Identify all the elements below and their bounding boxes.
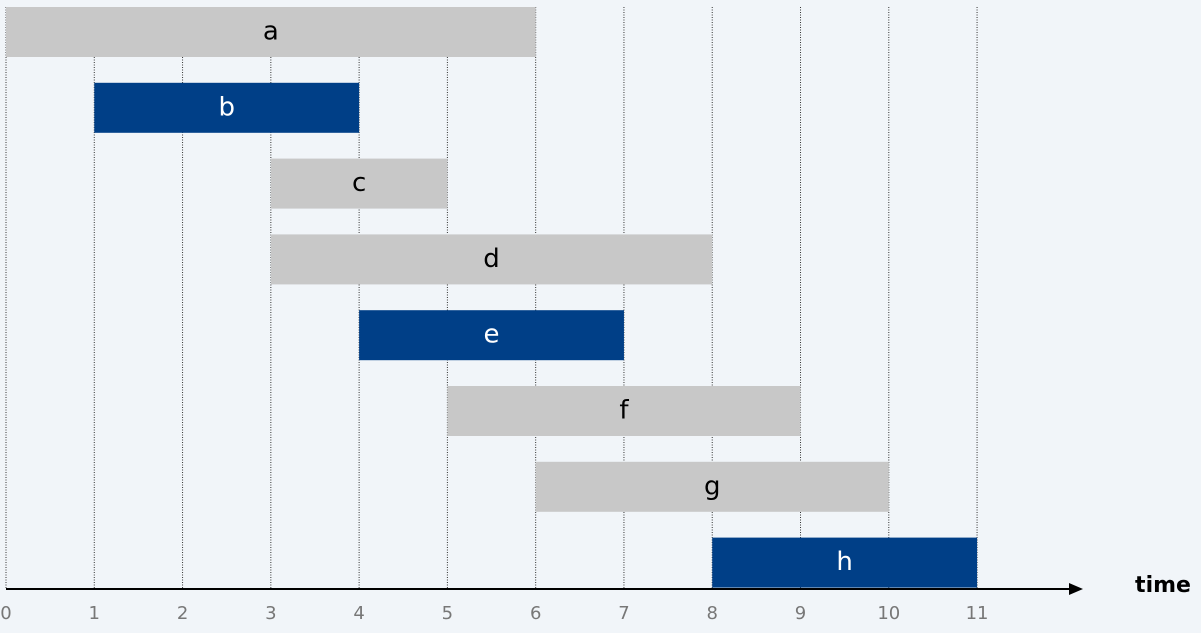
x-tick-label: 8 [707,603,718,624]
interval-label: e [484,320,500,350]
x-tick-label: 6 [530,603,541,624]
x-tick-label: 4 [353,603,364,624]
interval-label: a [263,17,279,47]
x-tick-label: 1 [89,603,100,624]
interval-label: b [218,92,235,122]
x-tick-label: 2 [177,603,188,624]
x-tick-label: 7 [618,603,629,624]
interval-label: g [704,471,721,501]
x-tick-label: 3 [265,603,276,624]
x-axis-label: time [1135,573,1191,598]
interval-bar [535,461,889,512]
x-axis-arrow [1069,583,1083,595]
x-tick-label: 10 [877,603,900,624]
interval-bar [447,386,801,436]
interval-label: c [352,168,366,198]
x-tick-label: 9 [795,603,806,624]
x-tick-label: 5 [442,603,453,624]
interval-bar [270,158,448,209]
interval-bar [94,82,360,133]
interval-bar [270,234,713,285]
interval-label: f [619,396,629,426]
interval-label: d [483,244,500,274]
interval-label: h [836,547,852,577]
interval-bar [712,537,978,588]
x-tick-label: 0 [0,603,11,624]
interval-bar [6,7,536,57]
interval-bar [359,310,624,361]
x-tick-label: 11 [966,603,989,624]
